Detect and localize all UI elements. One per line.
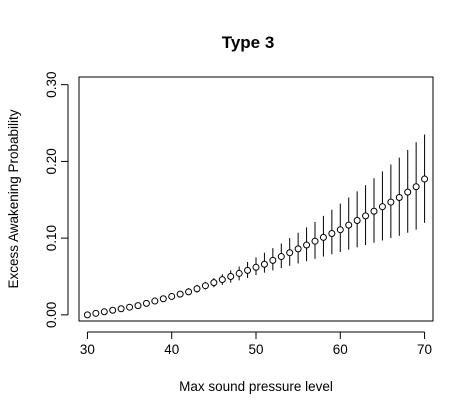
x-tick-label: 60 bbox=[333, 342, 348, 357]
data-point bbox=[201, 282, 209, 290]
data-point bbox=[269, 256, 277, 264]
data-point bbox=[185, 288, 193, 296]
y-tick-label: 0.10 bbox=[44, 225, 59, 251]
data-point bbox=[370, 207, 378, 215]
y-axis: 0.00 0.10 0.20 0.30 bbox=[44, 72, 69, 328]
data-point bbox=[395, 193, 403, 201]
data-point bbox=[244, 266, 252, 274]
data-point bbox=[336, 226, 344, 234]
data-point bbox=[328, 230, 336, 238]
data-point bbox=[353, 216, 361, 224]
data-point bbox=[294, 245, 302, 253]
x-tick-label: 40 bbox=[164, 342, 179, 357]
data-point bbox=[412, 183, 420, 191]
y-tick-label: 0.00 bbox=[44, 302, 59, 328]
data-point bbox=[252, 263, 260, 271]
x-tick-label: 30 bbox=[80, 342, 95, 357]
y-tick-label: 0.20 bbox=[44, 148, 59, 174]
data-point bbox=[176, 290, 184, 298]
data-point bbox=[277, 253, 285, 261]
data-point bbox=[193, 285, 201, 293]
data-point bbox=[362, 212, 370, 220]
chart-title: Type 3 bbox=[222, 33, 275, 52]
data-point bbox=[378, 203, 386, 211]
data-point bbox=[227, 272, 235, 280]
data-point bbox=[159, 295, 167, 303]
x-axis-label: Max sound pressure level bbox=[179, 379, 333, 394]
plot-frame bbox=[78, 76, 434, 322]
data-point bbox=[126, 303, 134, 311]
data-point bbox=[421, 175, 429, 183]
data-point bbox=[83, 311, 91, 319]
data-point bbox=[345, 221, 353, 229]
data-point bbox=[260, 260, 268, 268]
x-tick-label: 70 bbox=[417, 342, 432, 357]
x-tick-label: 50 bbox=[248, 342, 263, 357]
data-point bbox=[404, 188, 412, 196]
data-point bbox=[142, 299, 150, 307]
data-point bbox=[92, 309, 100, 317]
data-point bbox=[168, 292, 176, 300]
data-point bbox=[100, 308, 108, 316]
data-point bbox=[210, 279, 218, 287]
data-point bbox=[151, 297, 159, 305]
data-point bbox=[286, 249, 294, 257]
data-point bbox=[303, 241, 311, 249]
data-point bbox=[311, 237, 319, 245]
y-tick-label: 0.30 bbox=[44, 72, 59, 98]
data-point bbox=[218, 276, 226, 284]
y-axis-label: Excess Awakening Probability bbox=[6, 109, 21, 288]
x-axis: 30 40 50 60 70 bbox=[80, 331, 432, 357]
data-point bbox=[134, 302, 142, 310]
data-point bbox=[117, 305, 125, 313]
data-point bbox=[387, 198, 395, 206]
data-point bbox=[109, 306, 117, 314]
data-marks bbox=[83, 134, 429, 319]
data-point bbox=[235, 269, 243, 277]
data-point bbox=[319, 233, 327, 241]
